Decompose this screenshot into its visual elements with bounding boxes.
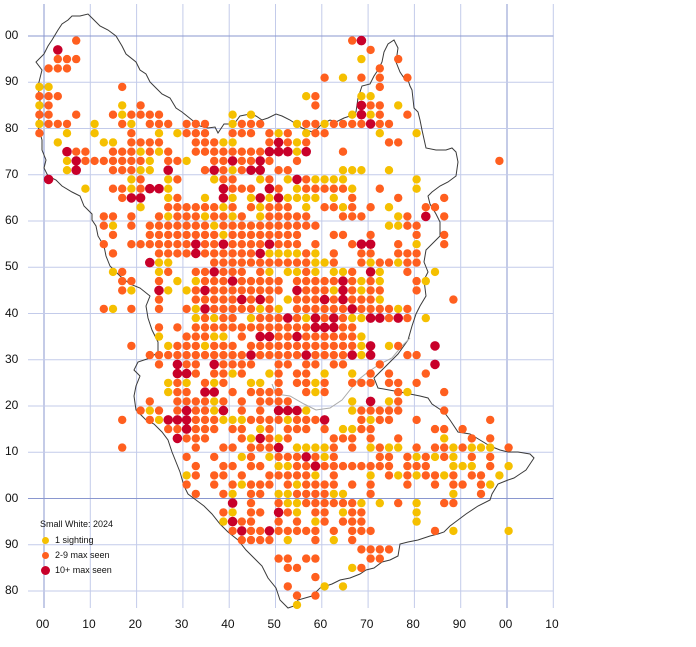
- orange-dot-icon: [42, 552, 49, 559]
- inner-boundary: [271, 337, 411, 411]
- y-axis-label: 80: [5, 583, 19, 597]
- x-axis-label: 00: [36, 617, 50, 631]
- x-axis-label: 80: [406, 617, 420, 631]
- y-axis-label: 90: [5, 74, 19, 89]
- y-axis-label: 20: [5, 398, 19, 412]
- x-axis-label: 40: [221, 617, 235, 631]
- record-dots: [35, 35, 513, 610]
- y-axis-label: 30: [5, 351, 19, 366]
- x-axis-label: 70: [360, 617, 374, 631]
- y-axis-label: 40: [5, 305, 19, 320]
- x-axis-label: 90: [452, 617, 467, 631]
- x-axis-label: 10: [545, 617, 559, 631]
- x-axis-label: 30: [174, 617, 189, 631]
- y-axis-label: 90: [5, 536, 19, 551]
- y-axis-label: 70: [5, 166, 19, 181]
- y-axis-label: 50: [5, 259, 19, 274]
- y-axis-label: 00: [5, 490, 19, 505]
- grid-lines: [28, 4, 554, 608]
- x-axis-label: 00: [499, 617, 513, 631]
- y-axis-label: 00: [5, 28, 19, 42]
- yellow-dot-icon: [42, 537, 49, 544]
- x-axis-label: 50: [267, 617, 281, 631]
- y-axis-label: 60: [5, 213, 19, 227]
- red-dot-icon: [41, 566, 50, 575]
- x-axis-label: 20: [128, 617, 142, 631]
- y-axis-label: 80: [5, 120, 19, 135]
- x-axis-label: 10: [82, 617, 96, 631]
- legend-title: Small White: 2024: [40, 519, 114, 529]
- x-axis-label: 60: [313, 617, 328, 631]
- y-axis-label: 10: [5, 444, 19, 459]
